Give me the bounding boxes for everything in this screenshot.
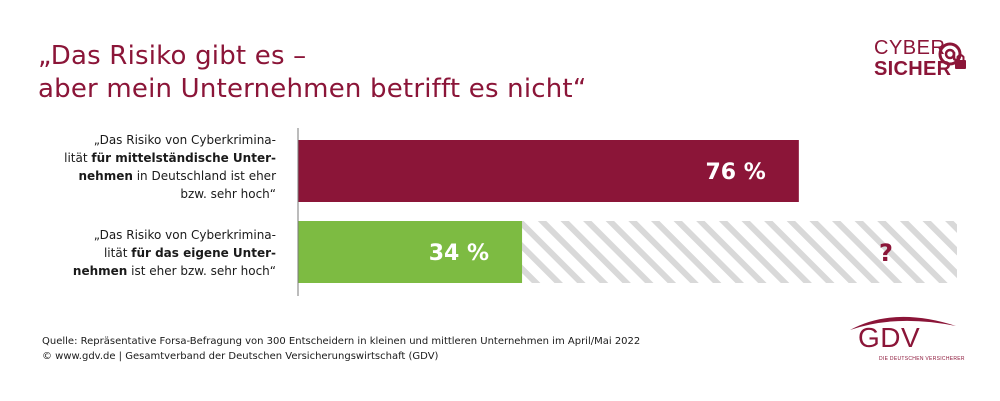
title-line-1: „Das Risiko gibt es –	[38, 41, 307, 71]
label-1-line-3: nehmen in Deutschland ist eher	[78, 169, 276, 183]
cyber-sicher-logo: CYBER SICHER	[874, 38, 974, 82]
source-line-2: © www.gdv.de | Gesamtverband der Deutsch…	[42, 351, 439, 362]
title-line-2: aber mein Unternehmen betrifft es nicht“	[38, 74, 587, 104]
category-label-2: „Das Risiko von Cyberkrimina- lität für …	[26, 226, 276, 280]
label-2-line-1: „Das Risiko von Cyberkrimina-	[93, 228, 276, 242]
bar-2	[298, 221, 523, 283]
label-2-line-2: lität für das eigene Unter-	[103, 246, 276, 260]
gdv-tagline: DIE DEUTSCHEN VERSICHERER	[879, 356, 965, 362]
label-1-line-4: bzw. sehr hoch“	[180, 187, 276, 201]
gdv-swoosh-icon	[850, 316, 956, 330]
gdv-logo: GDV DIE DEUTSCHEN VERSICHERER	[844, 312, 974, 368]
label-2-line-3: nehmen ist eher bzw. sehr hoch“	[72, 264, 276, 278]
logo-line-2: SICHER	[874, 58, 952, 80]
bar-unknown-remainder	[522, 221, 957, 283]
bar-value-label-2: 34 %	[429, 241, 489, 266]
label-1-line-2: lität für mittelständische Unter-	[64, 151, 276, 165]
logo-line-1: CYBER	[874, 37, 946, 59]
label-1-line-1: „Das Risiko von Cyberkrimina-	[93, 133, 276, 147]
gdv-wordmark: GDV	[858, 322, 921, 353]
source-note: Quelle: Repräsentative Forsa-Befragung v…	[42, 334, 640, 364]
lock-at-icon	[938, 42, 966, 69]
source-line-1: Quelle: Repräsentative Forsa-Befragung v…	[42, 336, 641, 347]
category-label-1: „Das Risiko von Cyberkrimina- lität für …	[26, 131, 276, 203]
bar-1	[298, 140, 799, 202]
unknown-label: ?	[879, 239, 893, 267]
chart-title: „Das Risiko gibt es – aber mein Unterneh…	[38, 40, 587, 106]
bar-value-label-1: 76 %	[706, 160, 766, 185]
